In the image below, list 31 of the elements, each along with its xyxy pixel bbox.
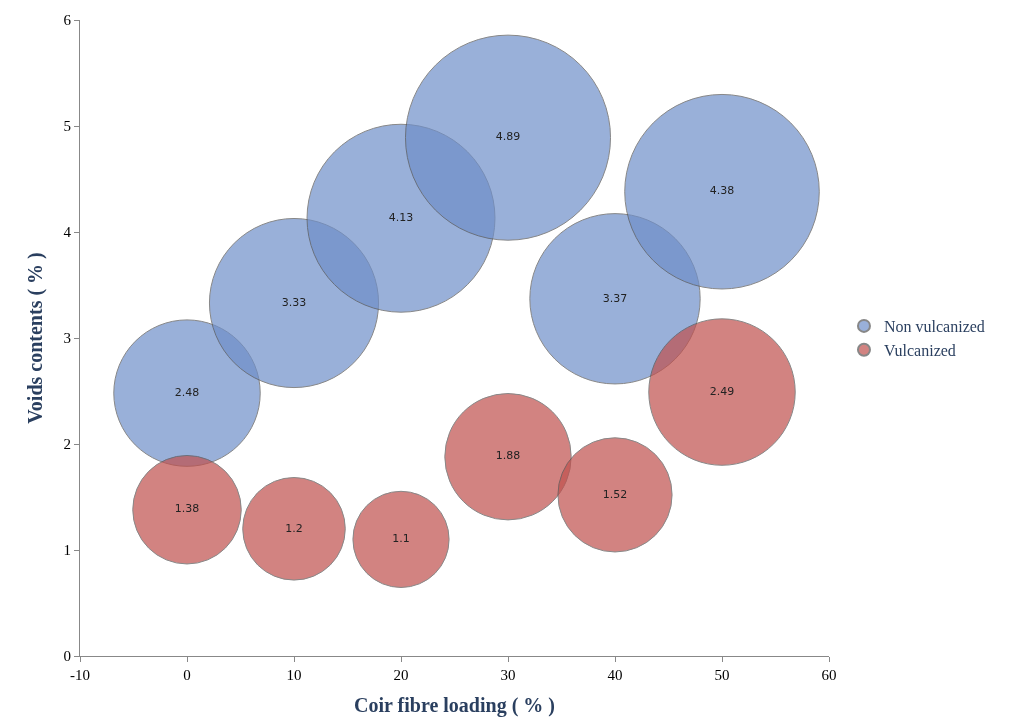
x-tick-label: 50 [714, 667, 730, 683]
y-tick-label: 2 [63, 436, 71, 453]
data-label: 1.1 [392, 532, 410, 546]
data-label: 2.48 [174, 385, 200, 399]
data-label: 4.13 [388, 210, 414, 224]
data-label: 4.38 [709, 184, 735, 198]
data-label: 1.88 [495, 449, 521, 463]
data-label: 1.2 [285, 521, 303, 535]
data-label: 2.49 [709, 384, 735, 398]
x-tick-label: 0 [183, 667, 191, 683]
legend-label: Non vulcanized [883, 318, 985, 336]
x-tick-label: 20 [393, 667, 409, 683]
x-tick-label: 40 [607, 667, 623, 683]
y-tick-label: 3 [63, 330, 71, 347]
y-axis-title: Voids contents ( % ) [24, 252, 47, 424]
y-tick-label: 4 [63, 224, 72, 241]
x-tick-label: -10 [70, 667, 90, 683]
y-tick-label: 0 [63, 648, 71, 665]
data-label: 3.33 [281, 295, 307, 309]
data-label: 4.89 [495, 130, 521, 144]
y-tick-label: 6 [63, 12, 72, 29]
x-tick-label: 60 [821, 667, 837, 683]
x-axis-title: Coir fibre loading ( % ) [354, 693, 555, 717]
x-tick-label: 10 [286, 667, 302, 683]
y-tick-label: 1 [63, 542, 71, 559]
legend-label: Vulcanized [883, 341, 956, 359]
data-label: 3.37 [602, 291, 628, 305]
data-label: 1.52 [602, 487, 628, 501]
data-label: 1.38 [174, 502, 200, 516]
x-tick-label: 30 [500, 667, 516, 683]
y-tick-label: 5 [63, 118, 71, 135]
